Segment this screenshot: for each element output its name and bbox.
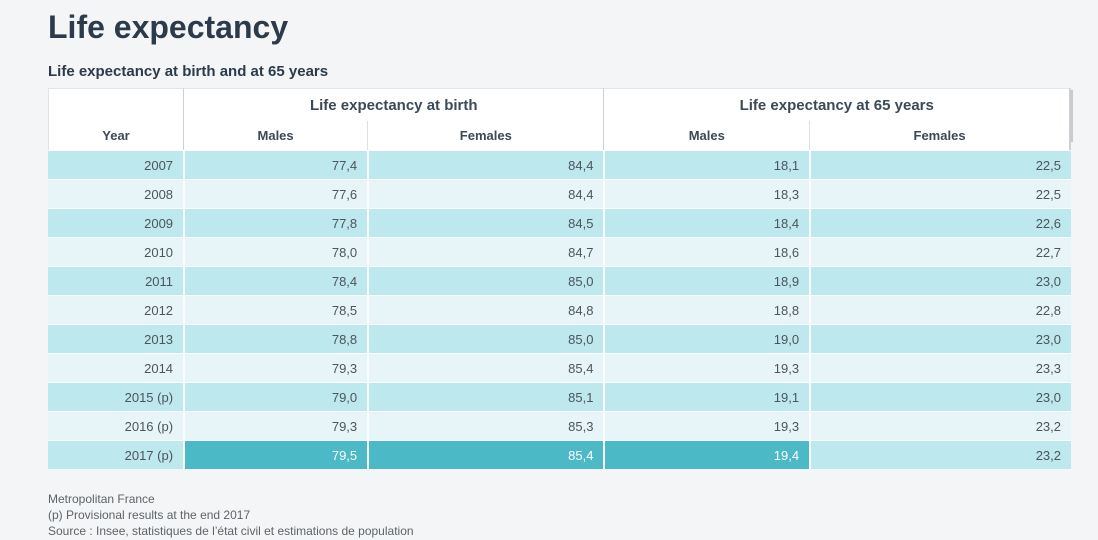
page-title: Life expectancy [48,9,289,45]
table-row-2011[interactable]: 2011 78,4 85,0 18,9 23,0 [48,266,1071,295]
footnote-source: Source : Insee, statistiques de l’état c… [48,524,414,538]
value-cell: 79,3 [183,411,368,440]
value-cell: 85,0 [367,266,604,295]
value-cell: 85,4 [367,353,604,382]
value-cell: 18,8 [603,295,810,324]
table-row-2014[interactable]: 2014 79,3 85,4 19,3 23,3 [48,353,1071,382]
value-cell: 79,0 [183,382,368,411]
table-title: Life expectancy at birth and at 65 years [48,63,329,80]
value-cell: 18,3 [603,179,810,208]
year-cell: 2015 (p) [48,382,184,411]
value-cell: 78,4 [183,266,368,295]
value-cell: 85,1 [367,382,604,411]
col-group-65-years: Life expectancy at 65 years [603,88,1071,121]
value-cell: 18,4 [603,208,810,237]
year-cell: 2012 [48,295,184,324]
value-cell: 18,9 [603,266,810,295]
value-cell: 77,4 [183,150,368,179]
value-cell: 22,8 [809,295,1071,324]
value-cell: 78,5 [183,295,368,324]
value-cell: 79,3 [183,353,368,382]
value-cell: 19,3 [603,411,810,440]
year-cell: 2014 [48,353,184,382]
value-cell: 22,5 [809,179,1071,208]
value-cell: 23,2 [809,411,1071,440]
footnotes: Metropolitan France (p) Provisional resu… [48,491,1071,539]
value-cell: 78,8 [183,324,368,353]
table-row-2013[interactable]: 2013 78,8 85,0 19,0 23,0 [48,324,1071,353]
year-cell: 2016 (p) [48,411,184,440]
value-cell-highlighted: 85,4 [367,440,604,469]
value-cell: 19,0 [603,324,810,353]
value-cell: 78,0 [183,237,368,266]
col-header-year: Year [48,121,184,150]
value-cell: 23,2 [809,440,1071,469]
table-row-2012[interactable]: 2012 78,5 84,8 18,8 22,8 [48,295,1071,324]
life-expectancy-table: Life expectancy at birth Life expectancy… [48,88,1073,469]
footnote-provisional: (p) Provisional results at the end 2017 [48,508,251,522]
value-cell: 84,7 [367,237,604,266]
value-cell: 85,0 [367,324,604,353]
value-cell: 22,7 [809,237,1071,266]
value-cell: 84,4 [367,150,604,179]
corner-cell [48,88,184,121]
col-header-males-birth: Males [183,121,368,150]
col-group-birth: Life expectancy at birth [183,88,604,121]
footnote-geography: Metropolitan France [48,492,155,506]
scrollbar-thumb[interactable] [1071,90,1073,142]
year-cell: 2008 [48,179,184,208]
col-header-females-65: Females [809,121,1071,150]
value-cell: 23,0 [809,266,1071,295]
table-row-2017-highlighted[interactable]: 2017 (p) 79,5 85,4 19,4 23,2 [48,440,1071,469]
value-cell: 18,1 [603,150,810,179]
value-cell: 77,8 [183,208,368,237]
year-cell: 2007 [48,150,184,179]
table-row-2009[interactable]: 2009 77,8 84,5 18,4 22,6 [48,208,1071,237]
table-row-2007[interactable]: 2007 77,4 84,4 18,1 22,5 [48,150,1071,179]
col-header-males-65: Males [603,121,810,150]
year-cell: 2011 [48,266,184,295]
year-cell: 2009 [48,208,184,237]
value-cell: 84,4 [367,179,604,208]
table-row-2008[interactable]: 2008 77,6 84,4 18,3 22,5 [48,179,1071,208]
value-cell: 84,8 [367,295,604,324]
value-cell: 22,6 [809,208,1071,237]
table-row-2016[interactable]: 2016 (p) 79,3 85,3 19,3 23,2 [48,411,1071,440]
value-cell-highlighted: 79,5 [183,440,368,469]
value-cell: 23,0 [809,382,1071,411]
table-row-2010[interactable]: 2010 78,0 84,7 18,6 22,7 [48,237,1071,266]
col-header-females-birth: Females [367,121,604,150]
value-cell-highlighted: 19,4 [603,440,810,469]
value-cell: 18,6 [603,237,810,266]
year-cell: 2013 [48,324,184,353]
value-cell: 22,5 [809,150,1071,179]
value-cell: 84,5 [367,208,604,237]
year-cell: 2010 [48,237,184,266]
table-row-2015[interactable]: 2015 (p) 79,0 85,1 19,1 23,0 [48,382,1071,411]
year-cell: 2017 (p) [48,440,184,469]
value-cell: 23,0 [809,324,1071,353]
value-cell: 85,3 [367,411,604,440]
value-cell: 19,1 [603,382,810,411]
value-cell: 23,3 [809,353,1071,382]
value-cell: 77,6 [183,179,368,208]
value-cell: 19,3 [603,353,810,382]
